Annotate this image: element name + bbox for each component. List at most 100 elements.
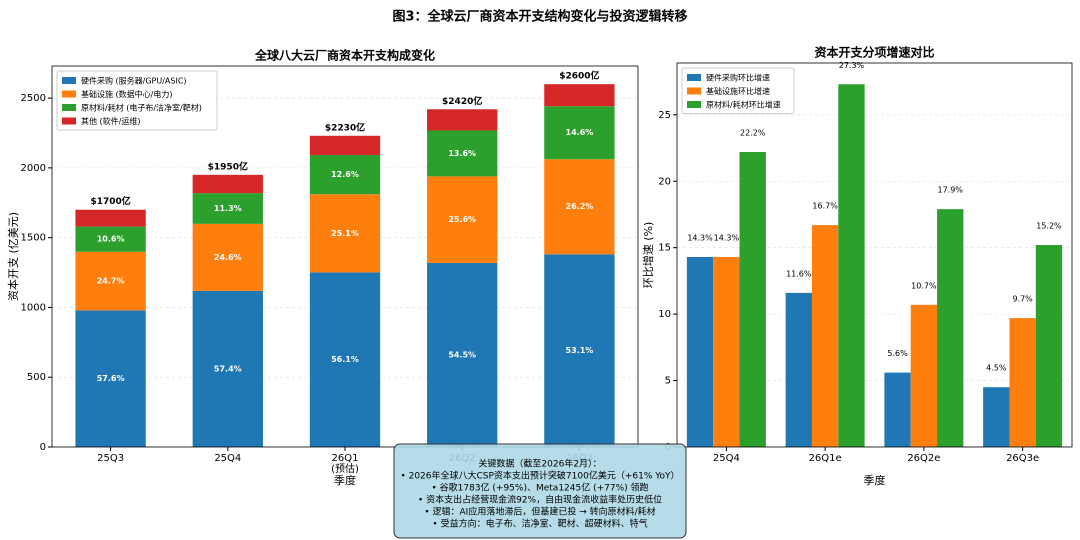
x-axis-label: 季度 bbox=[334, 473, 356, 487]
value-label: 24.6% bbox=[214, 253, 242, 262]
bar bbox=[937, 209, 964, 447]
bar-segment bbox=[75, 226, 146, 252]
bar-segment bbox=[192, 193, 263, 224]
y-tick-label: 1000 bbox=[21, 302, 46, 313]
x-tick-label: 25Q4 bbox=[214, 453, 241, 464]
annotation-title: 关键数据（截至2026年2月）： bbox=[478, 458, 601, 470]
y-tick-label: 2000 bbox=[21, 163, 46, 174]
legend-label: 其他 (软件/运维) bbox=[81, 116, 140, 126]
y-tick-label: 10 bbox=[658, 309, 671, 320]
bar bbox=[910, 304, 938, 447]
value-label: 57.6% bbox=[97, 374, 125, 383]
total-label: $1950亿 bbox=[208, 160, 248, 172]
bar-segment bbox=[544, 84, 615, 107]
bar-segment bbox=[544, 159, 615, 255]
x-tick-label: 26Q3e bbox=[1006, 453, 1039, 464]
x-tick-label: 25Q3 bbox=[97, 453, 124, 464]
annotation-line: • 谷歌1783亿 (+95%)、Meta1245亿 (+77%) 领跑 bbox=[431, 482, 648, 494]
legend-frame bbox=[681, 67, 795, 114]
value-label: 11.3% bbox=[214, 204, 242, 213]
x-axis-label: 季度 bbox=[864, 473, 886, 487]
value-label: 17.9% bbox=[937, 186, 963, 195]
value-label: 9.7% bbox=[1012, 295, 1033, 304]
bar-segment bbox=[544, 106, 615, 160]
total-label: $2230亿 bbox=[325, 121, 365, 133]
annotation-box bbox=[393, 443, 687, 539]
annotation-line: • 逻辑：AI应用落地滞后，但基建已投 → 转向原材料/耗材 bbox=[424, 506, 655, 518]
bar-segment bbox=[309, 135, 381, 156]
x-tick-label: 26Q2e bbox=[907, 453, 940, 464]
value-label: 13.6% bbox=[448, 149, 476, 158]
value-label: 5.6% bbox=[887, 349, 908, 358]
y-tick-label: 1500 bbox=[21, 233, 46, 244]
figure-title: 图3：全球云厂商资本开支结构变化与投资逻辑转移 bbox=[392, 9, 687, 25]
y-axis-label: 资本开支 (亿美元) bbox=[6, 212, 20, 301]
bar-segment bbox=[192, 290, 263, 447]
y-tick-label: 500 bbox=[27, 372, 46, 383]
value-label: 27.3% bbox=[839, 61, 865, 70]
total-label: $1700亿 bbox=[90, 195, 130, 207]
legend-swatch bbox=[62, 77, 76, 84]
bar-segment bbox=[427, 109, 498, 131]
legend-swatch bbox=[62, 117, 76, 125]
value-label: 26.2% bbox=[566, 202, 594, 211]
y-tick-label: 20 bbox=[658, 176, 671, 187]
y-tick-label: 25 bbox=[658, 110, 671, 121]
chart-title: 全球八大云厂商资本开支构成变化 bbox=[254, 48, 435, 63]
annotation-line: • 2026年全球八大CSP资本支出预计突破7100亿美元（+61% YoY） bbox=[400, 470, 679, 482]
legend-swatch bbox=[62, 104, 76, 111]
bar bbox=[983, 387, 1010, 447]
bar bbox=[1035, 245, 1063, 447]
bar-segment bbox=[427, 130, 498, 177]
bar-segment bbox=[192, 223, 263, 291]
bar bbox=[1009, 318, 1036, 447]
bar bbox=[739, 152, 766, 447]
annotation-line: • 资本支出占经营现金流92%，自由现金流收益率处历史低位 bbox=[418, 494, 662, 506]
value-label: 14.3% bbox=[714, 233, 740, 242]
value-label: 56.1% bbox=[331, 355, 359, 364]
value-label: 15.2% bbox=[1036, 222, 1062, 231]
plot-frame bbox=[51, 65, 639, 448]
chart-title: 资本开支分项增速对比 bbox=[814, 45, 934, 60]
y-tick-label: 5 bbox=[665, 376, 671, 387]
bar-segment bbox=[427, 176, 498, 263]
total-label: $2600亿 bbox=[559, 70, 599, 82]
value-label: 10.6% bbox=[97, 235, 125, 244]
x-tick-label: 26Q1 bbox=[332, 453, 359, 464]
x-tick-label: 25Q4 bbox=[713, 453, 740, 464]
bar-segment bbox=[309, 194, 381, 273]
bar bbox=[884, 372, 911, 447]
y-tick-label: 0 bbox=[40, 442, 46, 453]
value-label: 24.7% bbox=[97, 277, 125, 286]
legend-label: 原材料/耗材 (电子布/洁净室/靶材) bbox=[81, 103, 202, 113]
value-label: 10.7% bbox=[911, 281, 937, 290]
value-label: 14.3% bbox=[687, 233, 713, 242]
value-label: 22.2% bbox=[740, 129, 766, 138]
legend-label: 硬件采购环比增速 bbox=[706, 73, 770, 83]
value-label: 16.7% bbox=[812, 202, 838, 211]
legend-label: 基础设施环比增速 bbox=[706, 86, 770, 96]
value-label: 4.5% bbox=[986, 364, 1007, 373]
bar-segment bbox=[309, 155, 381, 195]
value-label: 11.6% bbox=[786, 269, 812, 278]
bar-segment bbox=[427, 262, 498, 447]
legend-swatch bbox=[687, 74, 701, 81]
y-tick-label: 2500 bbox=[21, 93, 46, 104]
legend-label: 基础设施 (数据中心/电力) bbox=[81, 89, 172, 99]
bar bbox=[686, 256, 714, 447]
bar bbox=[838, 84, 865, 447]
value-label: 53.1% bbox=[566, 346, 594, 355]
annotation-line: • 受益方向：电子布、洁净室、靶材、超硬材料、特气 bbox=[432, 518, 647, 530]
legend-frame bbox=[56, 70, 218, 131]
legend-swatch bbox=[62, 90, 76, 98]
value-label: 54.5% bbox=[448, 350, 476, 359]
value-label: 57.4% bbox=[214, 364, 242, 373]
legend-swatch bbox=[687, 101, 701, 108]
y-axis-label: 环比增速 (%) bbox=[641, 222, 655, 289]
value-label: 14.6% bbox=[566, 128, 594, 137]
total-label: $2420亿 bbox=[442, 95, 482, 107]
bar-segment bbox=[75, 310, 146, 447]
bar-segment bbox=[544, 254, 615, 447]
